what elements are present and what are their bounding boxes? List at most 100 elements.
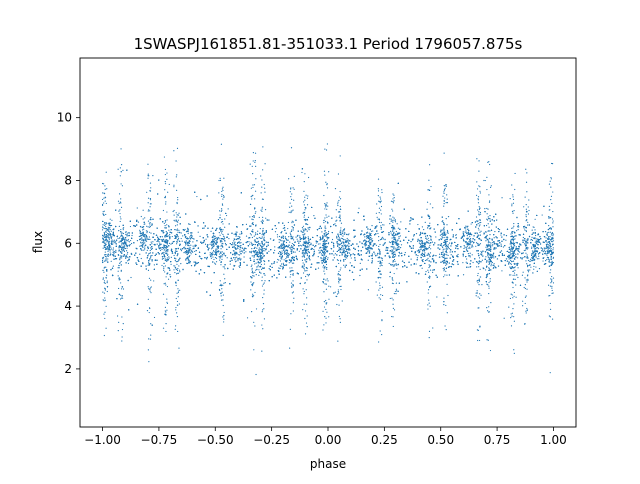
data-point xyxy=(513,238,515,240)
data-point xyxy=(189,260,191,263)
data-point xyxy=(179,244,181,246)
data-point xyxy=(136,303,139,305)
data-point xyxy=(245,248,247,250)
data-point xyxy=(318,249,320,251)
data-point xyxy=(118,293,120,295)
data-point xyxy=(211,251,213,253)
data-point xyxy=(446,245,448,248)
data-point xyxy=(248,241,250,243)
data-point xyxy=(274,225,276,227)
data-point xyxy=(121,295,123,297)
data-point xyxy=(455,234,457,236)
data-point xyxy=(228,246,230,248)
data-point xyxy=(542,260,544,262)
data-point xyxy=(539,235,541,238)
data-point xyxy=(250,225,252,227)
data-point xyxy=(131,234,133,237)
data-point xyxy=(526,248,529,250)
data-point xyxy=(115,245,117,247)
data-point xyxy=(374,227,376,229)
data-point xyxy=(397,182,399,184)
data-point xyxy=(205,238,207,240)
data-point xyxy=(448,262,450,264)
data-point xyxy=(334,223,336,225)
data-point xyxy=(256,268,258,271)
data-point xyxy=(446,224,448,226)
data-point xyxy=(104,260,106,262)
data-point xyxy=(257,230,259,232)
data-point xyxy=(280,232,282,234)
data-point xyxy=(227,233,229,235)
data-point xyxy=(454,251,456,253)
data-point xyxy=(463,240,465,242)
data-point xyxy=(207,265,209,267)
data-point xyxy=(543,247,545,249)
data-point xyxy=(116,298,118,300)
data-point xyxy=(110,224,112,227)
data-point xyxy=(389,271,391,273)
data-point xyxy=(488,217,490,220)
data-point xyxy=(506,228,509,230)
data-point xyxy=(268,260,270,262)
data-point xyxy=(437,244,439,246)
data-point xyxy=(468,266,470,268)
data-point xyxy=(102,299,104,301)
data-point xyxy=(263,236,265,238)
data-point xyxy=(273,262,275,264)
data-point xyxy=(311,206,313,209)
data-point xyxy=(196,240,198,242)
data-point xyxy=(202,222,205,224)
data-point xyxy=(516,226,519,228)
data-point xyxy=(207,246,209,248)
data-point xyxy=(500,243,502,245)
data-point xyxy=(501,240,503,242)
data-point xyxy=(492,267,495,269)
data-point xyxy=(300,277,302,279)
data-point xyxy=(292,251,294,253)
data-point xyxy=(169,269,171,271)
data-point xyxy=(220,264,222,266)
data-point xyxy=(313,248,315,251)
data-point xyxy=(433,228,435,230)
data-point xyxy=(152,241,154,243)
data-point xyxy=(541,214,543,216)
data-point xyxy=(545,245,548,247)
data-point xyxy=(388,255,390,257)
data-point xyxy=(339,220,341,222)
data-point xyxy=(356,243,358,245)
data-point xyxy=(499,251,501,253)
data-point xyxy=(462,274,465,276)
data-point xyxy=(519,284,522,286)
data-point xyxy=(358,207,360,209)
data-point xyxy=(413,235,415,237)
data-point xyxy=(245,223,248,225)
data-point xyxy=(517,229,519,231)
data-point xyxy=(309,259,311,261)
data-point xyxy=(323,278,325,280)
data-point xyxy=(118,247,120,249)
data-point xyxy=(350,244,352,246)
data-point xyxy=(263,267,265,269)
data-point xyxy=(500,232,502,234)
data-point xyxy=(517,267,519,269)
data-point xyxy=(207,249,209,251)
data-point xyxy=(505,234,508,237)
data-point xyxy=(446,263,448,265)
data-point xyxy=(311,248,313,250)
data-point xyxy=(494,230,496,233)
data-point xyxy=(354,229,356,231)
data-point xyxy=(251,277,253,279)
data-point xyxy=(408,261,410,263)
data-point xyxy=(194,191,196,193)
data-point xyxy=(160,230,163,232)
data-point xyxy=(432,269,434,271)
data-point xyxy=(410,247,413,249)
data-point xyxy=(357,211,359,214)
data-point xyxy=(400,252,403,254)
data-point xyxy=(182,248,184,250)
data-point xyxy=(457,263,459,265)
data-point xyxy=(349,262,351,264)
data-point xyxy=(267,241,269,244)
data-point xyxy=(112,231,114,233)
data-point xyxy=(106,260,108,262)
